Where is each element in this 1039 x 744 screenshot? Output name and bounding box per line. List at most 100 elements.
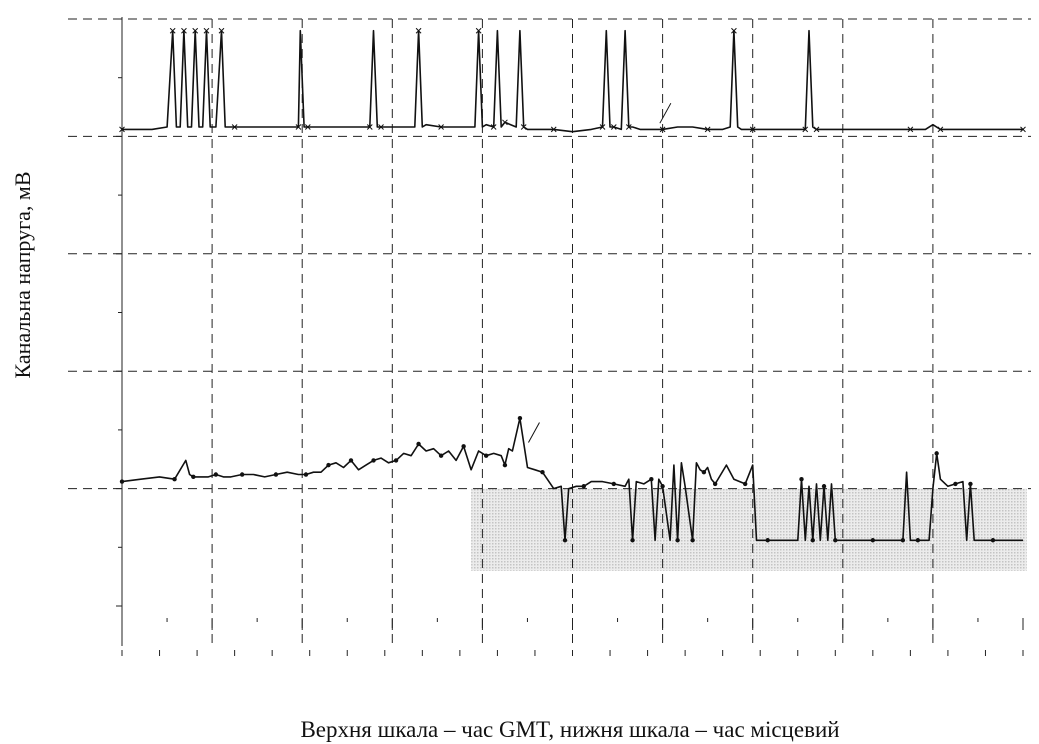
series-1-line [121, 417, 1023, 542]
series-1-point [562, 538, 568, 543]
series-2-point-stroke [169, 27, 176, 34]
series-2-point-stroke [520, 124, 527, 130]
series-1-point [675, 538, 680, 543]
series-2-point-stroke [625, 124, 632, 130]
series-2-point [659, 126, 666, 133]
series-1-point [870, 538, 876, 543]
series-2-point [813, 126, 820, 133]
series-1-point [742, 481, 748, 487]
series-1-point [968, 481, 973, 487]
series-1-point [915, 538, 921, 543]
series-2-point [502, 119, 508, 126]
series-1-point [191, 474, 196, 480]
series-1-point [517, 415, 523, 421]
series-2-point [749, 126, 756, 133]
series-1-point [303, 472, 309, 477]
labels-layer [528, 102, 672, 443]
series-2-point [192, 27, 199, 34]
series-2-point-stroke [610, 124, 617, 130]
series-2-point [181, 27, 187, 34]
series-2-point-stroke [304, 124, 311, 130]
grid-layer [68, 18, 1031, 648]
series-1-point [483, 453, 489, 458]
series-2-point [1020, 126, 1026, 133]
series-1-point [119, 479, 125, 484]
series-1-point [701, 469, 707, 475]
series-2-point-stroke [749, 126, 756, 133]
series-layer [119, 27, 1026, 543]
series-2-point-stroke [218, 27, 225, 34]
series-2-point-stroke [907, 126, 914, 133]
series-1-point [581, 484, 586, 489]
series-2-point [937, 126, 944, 133]
series-2-point-stroke [502, 119, 508, 126]
annotation-leader-2 [659, 102, 672, 124]
series-2-point [218, 27, 225, 34]
series-2-point [475, 27, 482, 34]
series-1-point [502, 462, 508, 468]
shaded-region-layer [471, 488, 1027, 571]
series-1-point [393, 458, 399, 463]
series-2-point-stroke [415, 27, 422, 34]
series-2-point [304, 124, 311, 130]
series-2-point-stroke [550, 126, 557, 133]
series-2-point [438, 124, 444, 130]
series-1-point [461, 444, 466, 449]
series-2-point-stroke [366, 124, 373, 130]
series-2-point-stroke [490, 124, 497, 130]
series-2-point [378, 124, 384, 130]
series-2-point [802, 126, 809, 133]
series-2-point-stroke [181, 27, 187, 34]
series-2-point-stroke [231, 124, 238, 130]
series-2-point-stroke [704, 126, 711, 133]
series-2-point [295, 124, 302, 130]
series-2-point-stroke [378, 124, 384, 130]
series-1-point [833, 538, 838, 543]
series-2-point-stroke [937, 126, 944, 133]
series-2-point [550, 126, 557, 133]
series-2-point [520, 124, 527, 130]
series-1-point [438, 453, 444, 458]
series-1-point [953, 481, 958, 487]
series-1-point [239, 472, 245, 477]
series-2-point [169, 27, 176, 34]
series-1-point [611, 481, 616, 487]
series-1-point [990, 538, 996, 543]
series-2-point [625, 124, 632, 130]
series-1-point [821, 484, 827, 489]
series-2-point [731, 27, 737, 34]
axes-layer [116, 17, 1024, 656]
series-1-point [799, 477, 804, 482]
series-2-point-stroke [203, 27, 210, 34]
series-1-point [172, 477, 177, 482]
series-2-point [704, 126, 711, 133]
series-1-point [712, 481, 718, 487]
series-1-point [273, 472, 279, 477]
series-2-point-stroke [192, 27, 199, 34]
series-2-point-stroke [119, 126, 125, 133]
x-axis-label: Верхня шкала – час GMT, нижня шкала – ча… [300, 717, 839, 742]
y-axis-label: Канальна напруга, мВ [10, 171, 35, 378]
series-2-point-stroke [802, 126, 809, 133]
series-1-point [810, 538, 815, 543]
series-1-point [934, 451, 939, 456]
series-2-point-stroke [475, 27, 482, 34]
series-1-point [326, 462, 331, 468]
series-2-point-stroke [1020, 126, 1026, 133]
series-2-point-stroke [659, 126, 666, 133]
series-2-point [231, 124, 238, 130]
series-2-point [119, 126, 125, 133]
series-1-point [660, 484, 665, 489]
series-1-point [765, 538, 770, 543]
series-2-point [203, 27, 210, 34]
series-1-point [540, 469, 545, 475]
series-2-point [599, 124, 606, 130]
series-2-point-stroke [438, 124, 444, 130]
series-2-point [366, 124, 373, 130]
series-2-point-stroke [731, 27, 737, 34]
series-1-point [690, 538, 695, 543]
series-2-point-stroke [599, 124, 606, 130]
series-2-point [610, 124, 617, 130]
annotation-leader-1 [528, 422, 540, 443]
series-2-point [907, 126, 914, 133]
